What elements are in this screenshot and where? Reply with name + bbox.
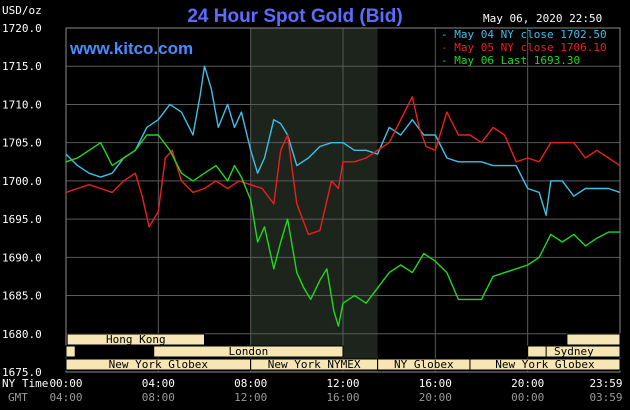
- ny-time-label: NY Time: [2, 377, 48, 390]
- grid-lines: [65, 27, 621, 373]
- legend-item-2: - May 05 NY close 1706.10: [441, 41, 607, 54]
- y-tick-label: 1695.0: [2, 213, 42, 226]
- x-tick-label-ny: 12:00: [326, 377, 359, 390]
- nymex-session-band: [250, 28, 378, 372]
- session-label: Sydney: [554, 345, 594, 358]
- x-axis: 00:00 04:00 08:00 12:00 16:00 20:00 23:5904:00…: [49, 377, 622, 404]
- plot-border: [65, 27, 621, 373]
- y-tick-label: 1675.0: [2, 366, 42, 379]
- y-tick-label: 1685.0: [2, 290, 42, 303]
- session-label: New York Globex: [109, 358, 209, 371]
- x-tick-label-ny: 23:59: [589, 377, 622, 390]
- chart-title: 24 Hour Spot Gold (Bid): [187, 6, 402, 27]
- series-line-3: [65, 134, 620, 327]
- session-bar: [469, 358, 621, 371]
- x-tick-label-gmt: 04:00: [49, 391, 82, 404]
- y-tick-label: 1710.0: [2, 98, 42, 111]
- x-tick-label-gmt: 00:00: [511, 391, 544, 404]
- site-url: www.kitco.com: [69, 39, 193, 58]
- session-bar: [66, 333, 206, 346]
- session-label: London: [228, 345, 268, 358]
- series-line-2: [65, 96, 621, 236]
- session-label: NY Globex: [394, 358, 454, 371]
- y-tick-label: 1680.0: [2, 328, 42, 341]
- x-tick-label-gmt: 16:00: [326, 391, 359, 404]
- session-bar: [566, 333, 621, 346]
- session-bar: [527, 345, 547, 358]
- x-tick-label-ny: 16:00: [419, 377, 452, 390]
- x-tick-label-gmt: 20:00: [419, 391, 452, 404]
- x-tick-label-ny: 04:00: [142, 377, 175, 390]
- legend-item-1: - May 04 NY close 1702.50: [441, 28, 607, 41]
- y-tick-label: 1700.0: [2, 175, 42, 188]
- legend: - May 04 NY close 1702.50- May 05 NY clo…: [441, 28, 607, 67]
- session-label: New York Globex: [495, 358, 595, 371]
- gmt-label: GMT: [8, 391, 28, 404]
- x-tick-label-gmt: 08:00: [142, 391, 175, 404]
- y-tick-label: 1720.0: [2, 22, 42, 35]
- x-tick-label-gmt: 03:59: [589, 391, 622, 404]
- session-bar: [153, 345, 344, 358]
- x-tick-label-ny: 08:00: [234, 377, 267, 390]
- y-tick-label: 1690.0: [2, 251, 42, 264]
- plot-background: [250, 28, 378, 372]
- session-label: New York NYMEX: [268, 358, 361, 371]
- unit-label: USD/oz: [2, 4, 42, 17]
- session-bar: [65, 345, 76, 358]
- series-group: [65, 65, 621, 327]
- y-tick-label: 1715.0: [2, 60, 42, 73]
- legend-item-3: - May 06 Last 1693.30: [441, 54, 580, 67]
- y-tick-label: 1705.0: [2, 137, 42, 150]
- session-label: Hong Kong: [106, 333, 166, 346]
- x-tick-label-ny: 20:00: [511, 377, 544, 390]
- y-axis: 1675.0 1680.0 1685.0 1690.0 1695.0 1700.0 1705…: [2, 22, 42, 379]
- x-tick-label-gmt: 12:00: [234, 391, 267, 404]
- date-label: May 06, 2020 22:50: [483, 12, 602, 25]
- series-line-1: [65, 65, 621, 216]
- x-tick-label-ny: 00:00: [49, 377, 82, 390]
